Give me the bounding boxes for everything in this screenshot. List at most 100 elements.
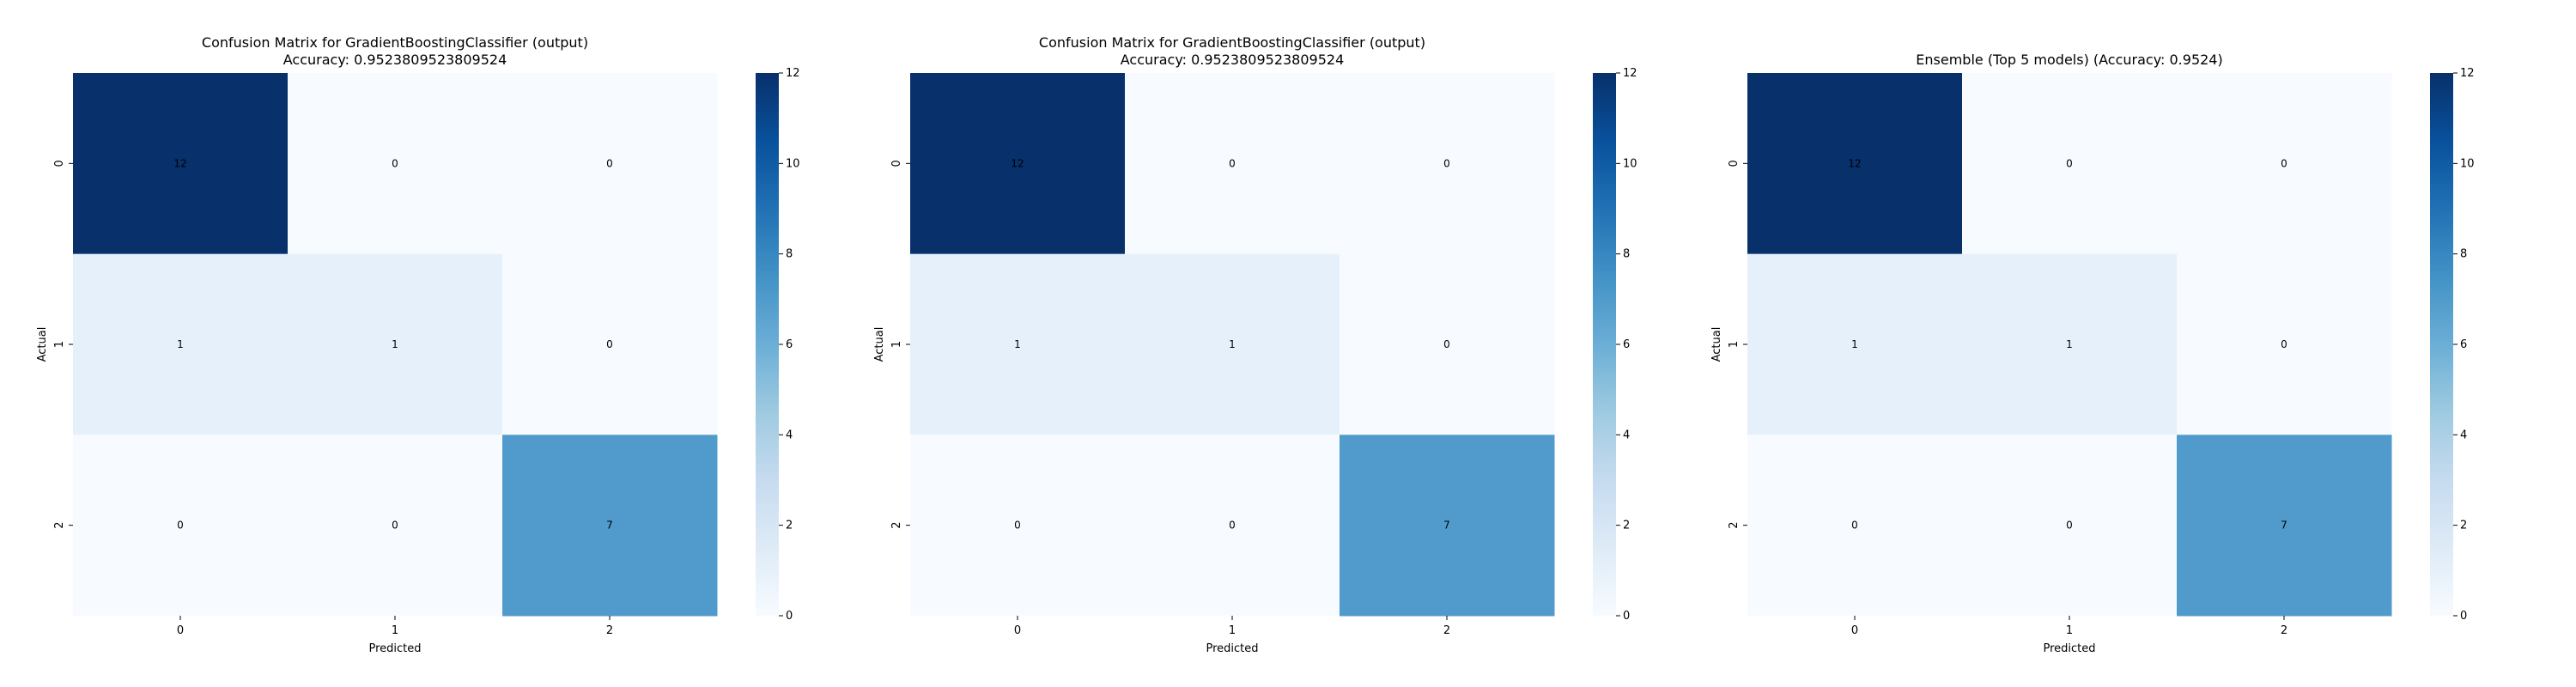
colorbar-tick-label: 2: [2460, 520, 2467, 532]
chart-title-line: Confusion Matrix for GradientBoostingCla…: [1039, 34, 1425, 51]
cell-value-label: 0: [392, 520, 398, 532]
cell-value-label: 12: [1011, 157, 1024, 169]
confusion-matrix-panel: 12 0 01 1 00 0 70 1 2012PredictedActualConfusion…: [36, 34, 800, 655]
heatmap-cell: [1125, 435, 1340, 617]
heatmap-cell: [1962, 73, 2178, 255]
colorbar-tick-label: 8: [1623, 248, 1630, 261]
cell-value-label: 7: [606, 520, 613, 532]
colorbar-tick-label: 8: [2460, 248, 2467, 261]
heatmap-cell: [1962, 253, 2178, 435]
colorbar-tick-label: 12: [2460, 67, 2475, 80]
cell-value-label: 0: [1229, 157, 1236, 169]
heatmap-cell: [2177, 253, 2392, 435]
colorbar-tick-label: 12: [786, 67, 800, 80]
heatmap-cell: [1747, 435, 1963, 617]
x-tick-label: 2: [606, 624, 613, 637]
heatmap-cell: [288, 253, 503, 435]
chart-title-line: Accuracy: 0.9523809523809524: [1121, 52, 1345, 68]
heatmap-cell: [910, 435, 1126, 617]
colorbar-tick-label: 2: [1623, 520, 1630, 532]
heatmap-cell: [288, 73, 503, 255]
chart-title-line: Confusion Matrix for GradientBoostingCla…: [202, 34, 588, 51]
x-tick-label: 0: [1851, 624, 1858, 637]
heatmap-cell: [73, 435, 289, 617]
heatmap-cell: [910, 73, 1126, 255]
colorbar-tick-label: 10: [2460, 157, 2475, 170]
heatmap-cell: [73, 73, 289, 255]
y-tick-label: 2: [53, 522, 66, 529]
colorbar-tick-label: 4: [2460, 429, 2467, 441]
y-tick-label: 1: [1728, 341, 1741, 348]
heatmap-cell: [502, 253, 718, 435]
cell-value-label: 1: [1014, 338, 1021, 350]
heatmap-cell: [2177, 435, 2392, 617]
x-tick-label: 1: [1229, 624, 1236, 637]
heatmap-cell: [1340, 253, 1555, 435]
colorbar-tick-label: 12: [1623, 67, 1637, 80]
colorbar-tick-label: 0: [2460, 610, 2467, 623]
confusion-matrix-panel: 12 0 01 1 00 0 70 1 2012PredictedActualConfusion…: [873, 34, 1637, 655]
chart-title-line: Ensemble (Top 5 models) (Accuracy: 0.952…: [1916, 52, 2222, 68]
cell-value-label: 0: [606, 157, 613, 169]
heatmap-cell: [502, 435, 718, 617]
cell-value-label: 0: [392, 157, 398, 169]
cell-value-label: 0: [2281, 338, 2287, 350]
heatmap-cell: [1962, 435, 2178, 617]
cell-value-label: 1: [2066, 338, 2073, 350]
heatmap-cell: [1125, 73, 1340, 255]
heatmap-cell: [1747, 253, 1963, 435]
colorbar-tick-label: 6: [2460, 338, 2467, 351]
y-tick-label: 2: [1728, 522, 1741, 529]
cell-value-label: 0: [177, 520, 184, 532]
cell-value-label: 0: [2281, 157, 2287, 169]
x-tick-label: 0: [1014, 624, 1021, 637]
cell-value-label: 1: [1229, 338, 1236, 350]
heatmap-cell: [288, 435, 503, 617]
cell-value-label: 1: [1851, 338, 1858, 350]
colorbar: [756, 73, 779, 616]
colorbar-tick-label: 10: [1623, 157, 1637, 170]
cell-value-label: 0: [2066, 520, 2073, 532]
colorbar-tick-label: 0: [1623, 610, 1630, 623]
colorbar-tick-label: 8: [786, 248, 793, 261]
y-tick-label: 0: [1728, 160, 1741, 167]
x-tick-label: 2: [1443, 624, 1450, 637]
colorbar-tick-label: 2: [786, 520, 793, 532]
cell-value-label: 0: [1229, 520, 1236, 532]
x-tick-label: 0: [177, 624, 184, 637]
cell-value-label: 12: [173, 157, 186, 169]
cell-value-label: 1: [392, 338, 398, 350]
colorbar: [1593, 73, 1616, 616]
y-axis-label: Actual: [36, 327, 49, 362]
y-tick-label: 0: [53, 160, 66, 167]
y-axis-label: Actual: [1710, 327, 1723, 362]
cell-value-label: 0: [606, 338, 613, 350]
y-tick-label: 1: [53, 341, 66, 348]
colorbar-tick-label: 4: [786, 429, 793, 441]
colorbar-tick-label: 0: [786, 610, 793, 623]
x-tick-label: 2: [2281, 624, 2287, 637]
heatmap-cell: [73, 253, 289, 435]
y-tick-label: 0: [890, 160, 903, 167]
colorbar: [2430, 73, 2453, 616]
cell-value-label: 0: [1443, 157, 1450, 169]
x-axis-label: Predicted: [2043, 642, 2095, 655]
y-axis-label: Actual: [873, 327, 886, 362]
x-tick-label: 1: [2066, 624, 2073, 637]
heatmap-cell: [1125, 253, 1340, 435]
cell-value-label: 0: [1443, 338, 1450, 350]
x-axis-label: Predicted: [1206, 642, 1258, 655]
heatmap-cell: [1340, 435, 1555, 617]
cell-value-label: 12: [1848, 157, 1861, 169]
heatmap-cell: [2177, 73, 2392, 255]
y-tick-label: 1: [890, 341, 903, 348]
heatmap-cell: [910, 253, 1126, 435]
cell-value-label: 0: [1014, 520, 1021, 532]
cell-value-label: 7: [1443, 520, 1450, 532]
chart-title-line: Accuracy: 0.9523809523809524: [283, 52, 507, 68]
cell-value-label: 1: [177, 338, 184, 350]
colorbar-tick-label: 4: [1623, 429, 1630, 441]
cell-value-label: 0: [1851, 520, 1858, 532]
cell-value-label: 7: [2281, 520, 2287, 532]
